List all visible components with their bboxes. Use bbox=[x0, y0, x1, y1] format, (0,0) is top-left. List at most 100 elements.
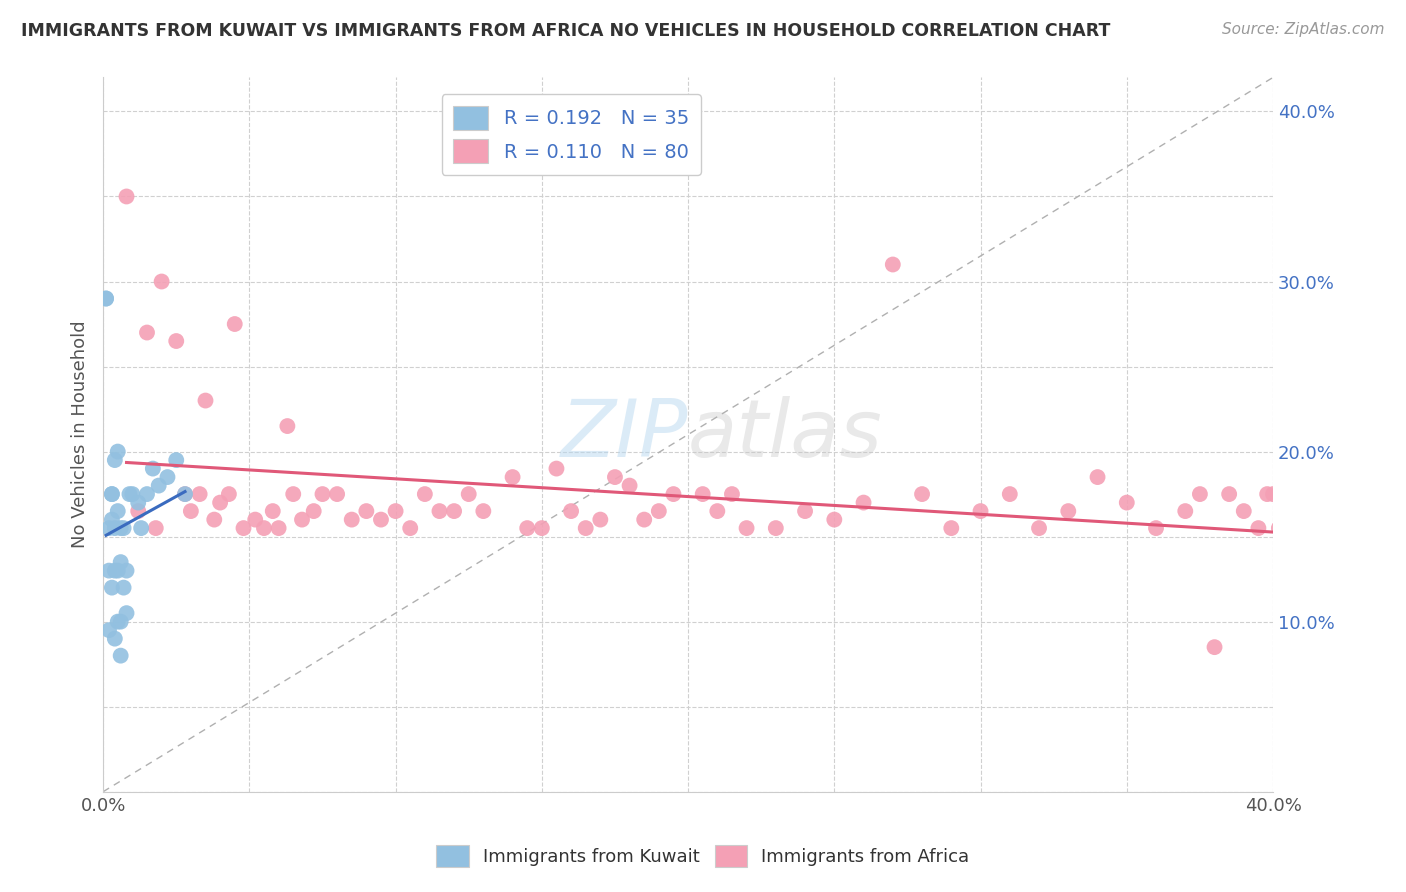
Point bbox=[104, 521, 127, 535]
Point bbox=[1174, 504, 1197, 518]
Point bbox=[882, 258, 904, 272]
Point bbox=[101, 581, 124, 595]
Point bbox=[107, 564, 129, 578]
Point bbox=[115, 606, 138, 620]
Legend: R = 0.192   N = 35, R = 0.110   N = 80: R = 0.192 N = 35, R = 0.110 N = 80 bbox=[441, 95, 700, 175]
Point bbox=[127, 495, 149, 509]
Point bbox=[112, 521, 135, 535]
Point bbox=[98, 623, 121, 637]
Point bbox=[148, 478, 170, 492]
Point bbox=[136, 326, 159, 340]
Point bbox=[1277, 682, 1299, 697]
Point bbox=[735, 521, 758, 535]
Point bbox=[998, 487, 1021, 501]
Point bbox=[165, 334, 187, 348]
Point bbox=[692, 487, 714, 501]
Point bbox=[115, 564, 138, 578]
Point bbox=[1028, 521, 1050, 535]
Point bbox=[302, 504, 325, 518]
Point bbox=[911, 487, 934, 501]
Point bbox=[194, 393, 217, 408]
Point bbox=[502, 470, 524, 484]
Point bbox=[941, 521, 963, 535]
Point bbox=[399, 521, 422, 535]
Point bbox=[852, 495, 875, 509]
Point bbox=[104, 564, 127, 578]
Point bbox=[115, 189, 138, 203]
Text: Source: ZipAtlas.com: Source: ZipAtlas.com bbox=[1222, 22, 1385, 37]
Point bbox=[276, 419, 298, 434]
Point bbox=[384, 504, 406, 518]
Point bbox=[283, 487, 305, 501]
Point bbox=[104, 453, 127, 467]
Point bbox=[1261, 487, 1284, 501]
Point bbox=[94, 292, 117, 306]
Point bbox=[224, 317, 246, 331]
Point bbox=[589, 513, 612, 527]
Point bbox=[209, 495, 232, 509]
Point bbox=[142, 461, 165, 475]
Point bbox=[969, 504, 991, 518]
Point bbox=[662, 487, 685, 501]
Point bbox=[530, 521, 553, 535]
Point bbox=[794, 504, 817, 518]
Point bbox=[136, 487, 159, 501]
Point bbox=[180, 504, 202, 518]
Point bbox=[1268, 521, 1291, 535]
Point bbox=[145, 521, 167, 535]
Point bbox=[472, 504, 495, 518]
Point bbox=[98, 564, 121, 578]
Text: IMMIGRANTS FROM KUWAIT VS IMMIGRANTS FROM AFRICA NO VEHICLES IN HOUSEHOLD CORREL: IMMIGRANTS FROM KUWAIT VS IMMIGRANTS FRO… bbox=[21, 22, 1111, 40]
Point bbox=[1315, 538, 1337, 552]
Legend: Immigrants from Kuwait, Immigrants from Africa: Immigrants from Kuwait, Immigrants from … bbox=[429, 838, 977, 874]
Point bbox=[1285, 504, 1308, 518]
Point bbox=[129, 521, 152, 535]
Point bbox=[706, 504, 728, 518]
Point bbox=[94, 292, 117, 306]
Point bbox=[110, 521, 132, 535]
Point bbox=[823, 513, 845, 527]
Point bbox=[110, 648, 132, 663]
Point bbox=[603, 470, 626, 484]
Point bbox=[429, 504, 451, 518]
Point bbox=[232, 521, 254, 535]
Point bbox=[245, 513, 267, 527]
Point bbox=[546, 461, 568, 475]
Point bbox=[516, 521, 538, 535]
Text: atlas: atlas bbox=[688, 395, 883, 474]
Point bbox=[311, 487, 333, 501]
Point bbox=[165, 453, 187, 467]
Point bbox=[107, 444, 129, 458]
Point bbox=[1291, 521, 1313, 535]
Point bbox=[156, 470, 179, 484]
Point bbox=[443, 504, 465, 518]
Point bbox=[1233, 504, 1256, 518]
Point bbox=[150, 275, 173, 289]
Point bbox=[107, 615, 129, 629]
Point bbox=[1087, 470, 1109, 484]
Point bbox=[1247, 521, 1270, 535]
Point bbox=[188, 487, 211, 501]
Point bbox=[413, 487, 436, 501]
Point bbox=[340, 513, 363, 527]
Point bbox=[1218, 487, 1240, 501]
Point bbox=[370, 513, 392, 527]
Point bbox=[174, 487, 197, 501]
Point bbox=[1320, 504, 1343, 518]
Point bbox=[1057, 504, 1080, 518]
Point bbox=[118, 487, 141, 501]
Point bbox=[1188, 487, 1211, 501]
Point bbox=[127, 504, 149, 518]
Point bbox=[619, 478, 641, 492]
Point bbox=[101, 487, 124, 501]
Point bbox=[110, 615, 132, 629]
Text: ZIP: ZIP bbox=[561, 395, 688, 474]
Point bbox=[1144, 521, 1167, 535]
Point bbox=[110, 555, 132, 569]
Point bbox=[1256, 487, 1278, 501]
Point bbox=[262, 504, 284, 518]
Point bbox=[1306, 504, 1329, 518]
Point bbox=[104, 632, 127, 646]
Point bbox=[457, 487, 479, 501]
Point bbox=[721, 487, 744, 501]
